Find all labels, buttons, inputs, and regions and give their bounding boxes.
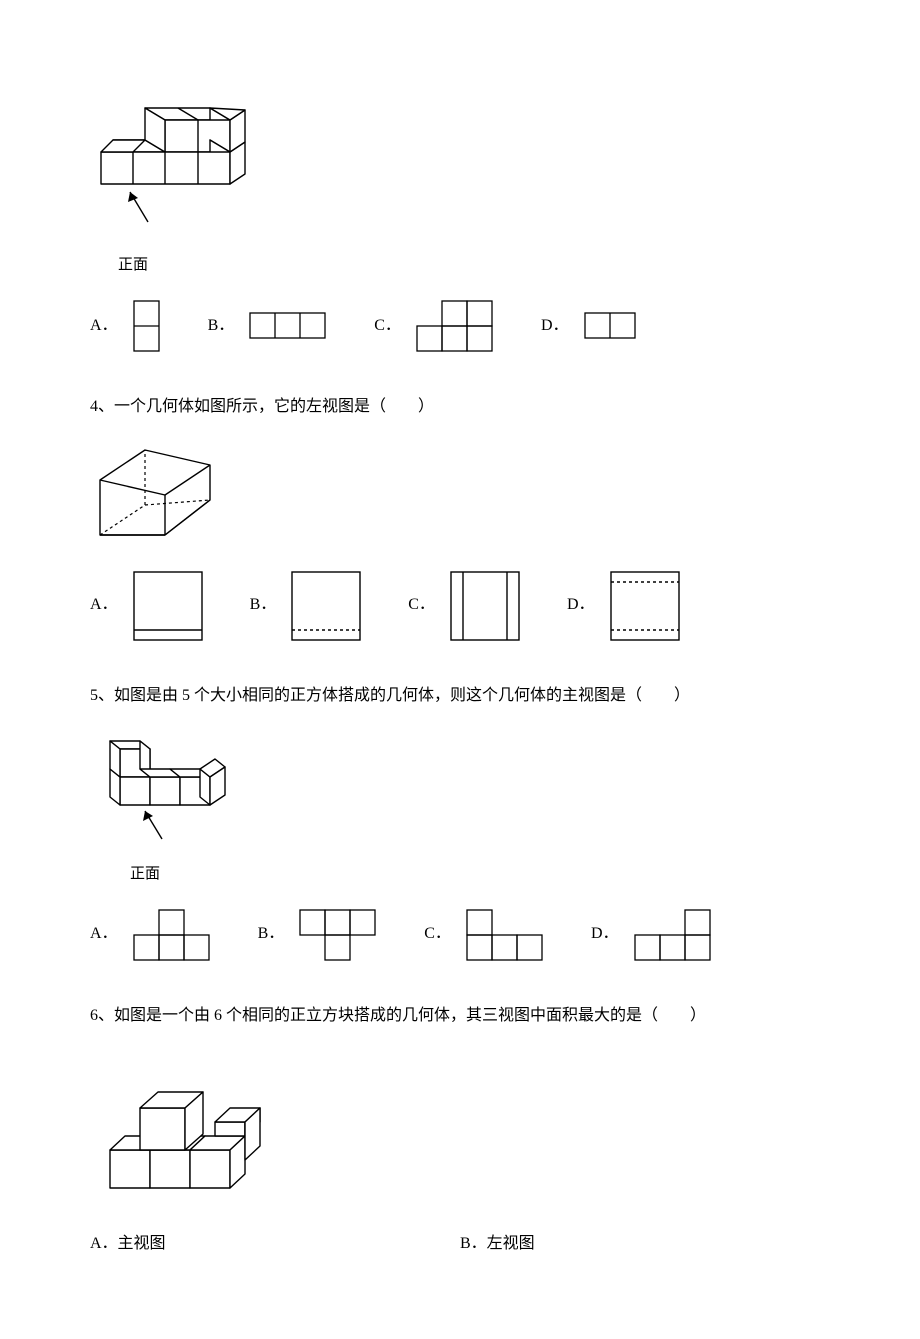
q6-option-A: A．主视图 (90, 1230, 460, 1259)
q4-option-C-svg (449, 570, 521, 642)
q5-option-A-svg (132, 908, 212, 962)
q3-figure: 正面 (90, 100, 830, 279)
question-4: 4、一个几何体如图所示，它的左视图是（ ） A． (90, 393, 830, 642)
q4-option-D-label: D． (567, 591, 595, 620)
q3-option-A-label: A． (90, 312, 118, 341)
q6-option-B: B．左视图 (460, 1230, 830, 1259)
q5-figure: 正面 (90, 729, 830, 888)
q4-option-A-label: A． (90, 591, 118, 620)
q3-option-C-label: C． (374, 312, 401, 341)
q3-option-C-svg (415, 299, 495, 353)
q4-option-B-svg (290, 570, 362, 642)
q3-caption: 正面 (90, 252, 288, 279)
q3-option-D-svg (583, 311, 639, 341)
q5-option-B-svg (298, 908, 378, 962)
q3-option-B-svg (248, 311, 328, 341)
q5-option-D-svg (633, 908, 713, 962)
q3-option-B-label: B． (208, 312, 235, 341)
q5-option-A-label: A． (90, 920, 118, 949)
q4-text: 4、一个几何体如图所示，它的左视图是（ ） (90, 393, 830, 422)
q4-options: A． B． C． D． (90, 570, 830, 642)
q3-options: A． B． C． (90, 299, 830, 353)
q6-text: 6、如图是一个由 6 个相同的正立方块搭成的几何体，其三视图中面积最大的是（ ） (90, 1002, 830, 1031)
q5-option-D-label: D． (591, 920, 619, 949)
q5-option-B-label: B． (258, 920, 285, 949)
q6-options: A．主视图 B．左视图 (90, 1230, 830, 1259)
q5-option-C-label: C． (424, 920, 451, 949)
question-3: 正面 A． B． C． (90, 100, 830, 353)
q4-option-C-label: C． (408, 591, 435, 620)
q5-option-C-svg (465, 908, 545, 962)
q4-option-D-svg (609, 570, 681, 642)
q4-figure (90, 440, 830, 550)
q3-option-D-label: D． (541, 312, 569, 341)
q5-text: 5、如图是由 5 个大小相同的正方体搭成的几何体，则这个几何体的主视图是（ ） (90, 682, 830, 711)
q5-options: A． B． C． (90, 908, 830, 962)
q4-option-B-label: B． (250, 591, 277, 620)
q6-figure (90, 1060, 830, 1200)
question-5: 5、如图是由 5 个大小相同的正方体搭成的几何体，则这个几何体的主视图是（ ） (90, 682, 830, 962)
q4-option-A-svg (132, 570, 204, 642)
q3-option-A-svg (132, 299, 162, 353)
q5-caption: 正面 (90, 861, 300, 888)
question-6: 6、如图是一个由 6 个相同的正立方块搭成的几何体，其三视图中面积最大的是（ ） (90, 1002, 830, 1260)
